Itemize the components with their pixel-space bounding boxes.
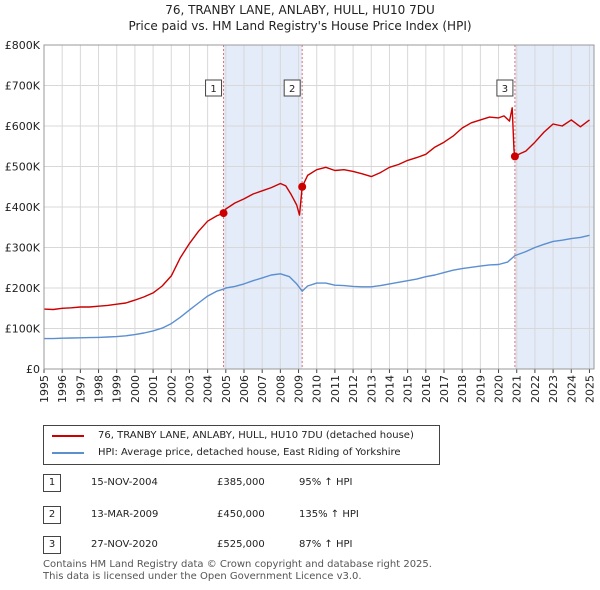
x-tick-label: 2015 — [402, 375, 415, 403]
legend-swatch-property — [52, 435, 84, 437]
y-tick-label: £100K — [5, 323, 41, 336]
sale-point — [510, 152, 519, 161]
legend-swatch-hpi — [52, 452, 84, 454]
sale-marker-label: 1 — [210, 84, 216, 95]
x-tick-label: 2006 — [238, 375, 251, 403]
x-tick-label: 2000 — [129, 375, 142, 403]
x-tick-label: 2010 — [311, 375, 324, 403]
price-chart: 1 2 3 £0 £100K £200K £300K £400K £500K £600K £700… — [5, 39, 597, 403]
legend-label-property: 76, TRANBY LANE, ANLABY, HULL, HU10 7DU … — [98, 430, 414, 441]
y-tick-label: £800K — [5, 39, 41, 52]
plot-frame — [43, 44, 595, 370]
x-tick-label: 2023 — [547, 375, 560, 403]
x-tick-label: 2013 — [365, 375, 378, 403]
x-tick-label: 2012 — [347, 375, 360, 403]
y-tick-label: £500K — [5, 161, 41, 174]
transaction-hpi-change: 135% ↑ HPI — [299, 509, 359, 520]
y-tick-label: £0 — [26, 363, 40, 376]
x-tick-label: 2020 — [493, 375, 506, 403]
transaction-price: £525,000 — [217, 539, 265, 550]
x-tick-label: 2018 — [456, 375, 469, 403]
transaction-number-badge: 1 — [43, 474, 61, 492]
x-tick-label: 2003 — [183, 375, 196, 403]
footer-licence: This data is licensed under the Open Gov… — [43, 571, 362, 582]
y-tick-label: £700K — [5, 80, 41, 93]
y-tick-label: £600K — [5, 120, 41, 133]
sale-marker-box — [496, 79, 514, 97]
x-tick-label: 1997 — [74, 375, 87, 403]
x-tick-label: 2019 — [474, 375, 487, 403]
x-tick-label: 2022 — [529, 375, 542, 403]
x-tick-label: 2009 — [293, 375, 306, 403]
x-tick-label: 2008 — [274, 375, 287, 403]
chart-subtitle: Price paid vs. HM Land Registry's House … — [128, 19, 472, 33]
y-tick-label: £400K — [5, 201, 41, 214]
x-tick-label: 2011 — [329, 375, 342, 403]
y-tick-label: £200K — [5, 282, 41, 295]
transaction-hpi-change: 87% ↑ HPI — [299, 539, 353, 550]
transaction-date: 13-MAR-2009 — [91, 509, 159, 520]
hpi-line — [44, 234, 590, 340]
y-tick-label: £300K — [5, 242, 41, 255]
sale-point — [298, 182, 307, 191]
property-price-line — [43, 107, 590, 311]
transaction-hpi-change: 95% ↑ HPI — [299, 477, 353, 488]
legend: 76, TRANBY LANE, ANLABY, HULL, HU10 7DU … — [43, 425, 440, 465]
sale-marker-box — [283, 79, 301, 97]
transaction-date: 15-NOV-2004 — [91, 477, 158, 488]
x-tick-label: 2005 — [220, 375, 233, 403]
transaction-number-badge: 2 — [43, 506, 61, 524]
chart-title: 76, TRANBY LANE, ANLABY, HULL, HU10 7DU — [165, 3, 435, 17]
x-tick-label: 2002 — [165, 375, 178, 403]
x-tick-label: 1996 — [56, 375, 69, 403]
sale-marker-label: 3 — [502, 84, 508, 95]
x-tick-label: 2004 — [202, 375, 215, 403]
x-tick-label: 1995 — [38, 375, 51, 403]
transaction-number-badge: 3 — [43, 536, 61, 554]
footer-copyright: Contains HM Land Registry data © Crown c… — [43, 559, 432, 570]
x-tick-label: 2016 — [420, 375, 433, 403]
sale-marker-label: 2 — [289, 84, 295, 95]
x-tick-label: 2025 — [583, 375, 596, 403]
x-tick-label: 2017 — [438, 375, 451, 403]
x-tick-label: 2014 — [383, 375, 396, 403]
x-tick-label: 2001 — [147, 375, 160, 403]
transaction-price: £385,000 — [217, 477, 265, 488]
x-tick-label: 2007 — [256, 375, 269, 403]
x-tick-label: 1998 — [93, 375, 106, 403]
legend-label-hpi: HPI: Average price, detached house, East… — [98, 447, 401, 458]
x-tick-label: 2021 — [511, 375, 524, 403]
sale-marker-box — [205, 79, 223, 97]
x-tick-label: 2024 — [565, 375, 578, 403]
sale-point — [219, 209, 228, 218]
x-tick-label: 1999 — [111, 375, 124, 403]
transaction-price: £450,000 — [217, 509, 265, 520]
transaction-date: 27-NOV-2020 — [91, 539, 158, 550]
